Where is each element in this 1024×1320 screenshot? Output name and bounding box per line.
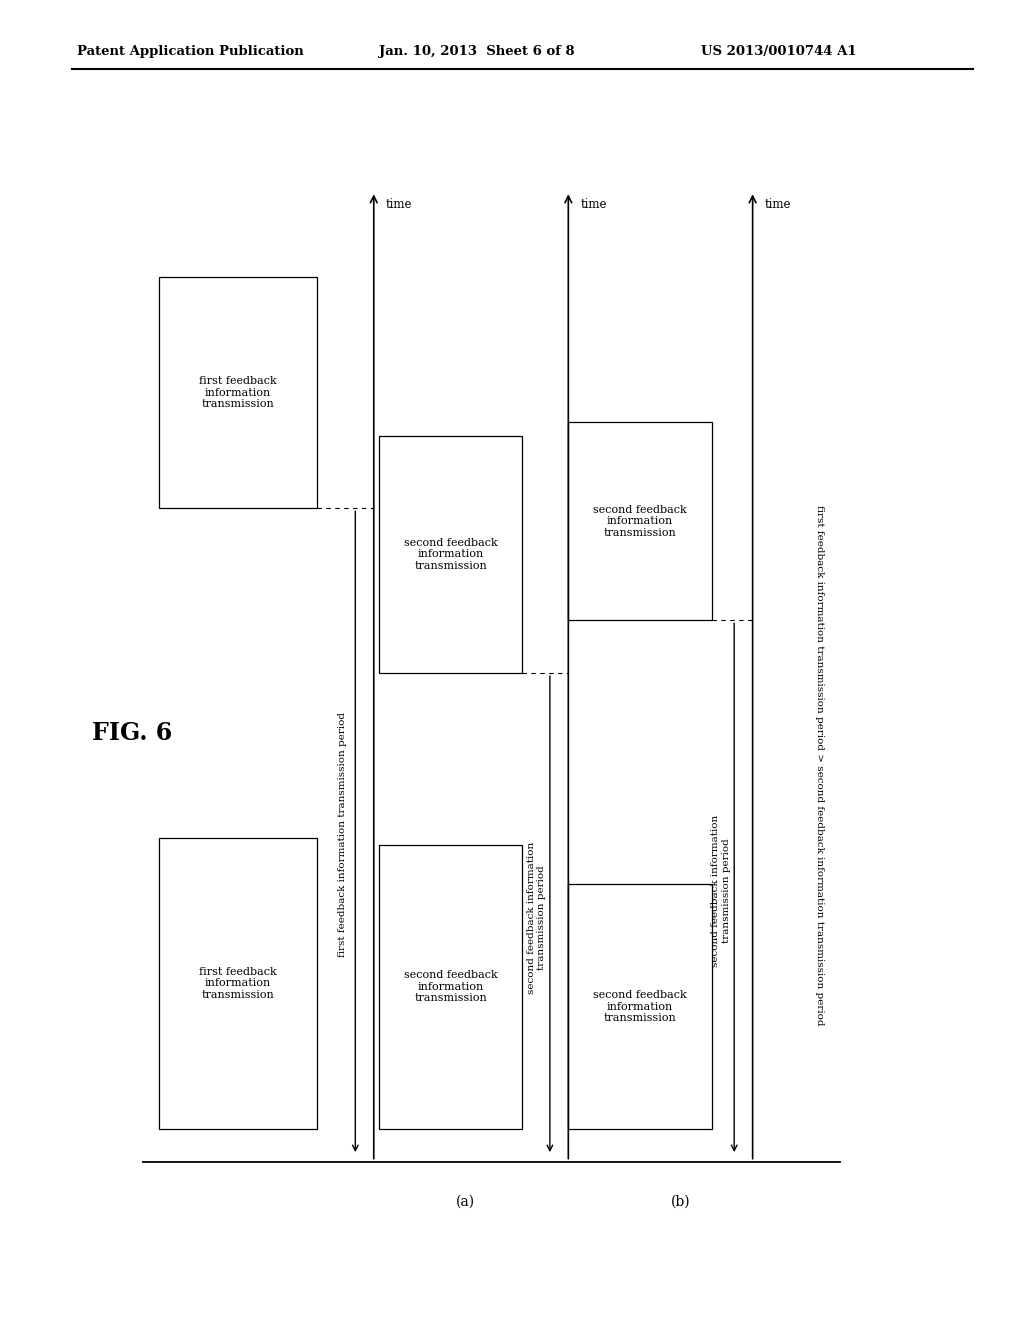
Text: Patent Application Publication: Patent Application Publication — [77, 45, 303, 58]
Bar — [159, 838, 317, 1129]
Text: time: time — [765, 198, 792, 211]
Bar — [159, 277, 317, 508]
Text: first feedback information transmission period > second feedback information tra: first feedback information transmission … — [815, 506, 823, 1026]
Text: second feedback information
transmission period: second feedback information transmission… — [527, 841, 546, 994]
Bar — [568, 884, 712, 1129]
Text: time: time — [581, 198, 607, 211]
Text: (b): (b) — [671, 1195, 691, 1209]
Text: second feedback
information
transmission: second feedback information transmission — [593, 990, 687, 1023]
Text: second feedback
information
transmission: second feedback information transmission — [403, 537, 498, 572]
Text: first feedback information transmission period: first feedback information transmission … — [338, 713, 346, 957]
Text: time: time — [386, 198, 413, 211]
Text: US 2013/0010744 A1: US 2013/0010744 A1 — [701, 45, 857, 58]
Text: first feedback
information
transmission: first feedback information transmission — [200, 966, 276, 1001]
Bar — [568, 422, 712, 620]
Bar — [379, 436, 522, 673]
Text: (a): (a) — [457, 1195, 475, 1209]
Text: second feedback
information
transmission: second feedback information transmission — [593, 504, 687, 539]
Bar — [379, 845, 522, 1129]
Text: first feedback
information
transmission: first feedback information transmission — [200, 376, 276, 409]
Text: Jan. 10, 2013  Sheet 6 of 8: Jan. 10, 2013 Sheet 6 of 8 — [379, 45, 574, 58]
Text: second feedback information
transmission period: second feedback information transmission… — [712, 814, 730, 968]
Text: FIG. 6: FIG. 6 — [92, 721, 172, 744]
Text: second feedback
information
transmission: second feedback information transmission — [403, 970, 498, 1003]
